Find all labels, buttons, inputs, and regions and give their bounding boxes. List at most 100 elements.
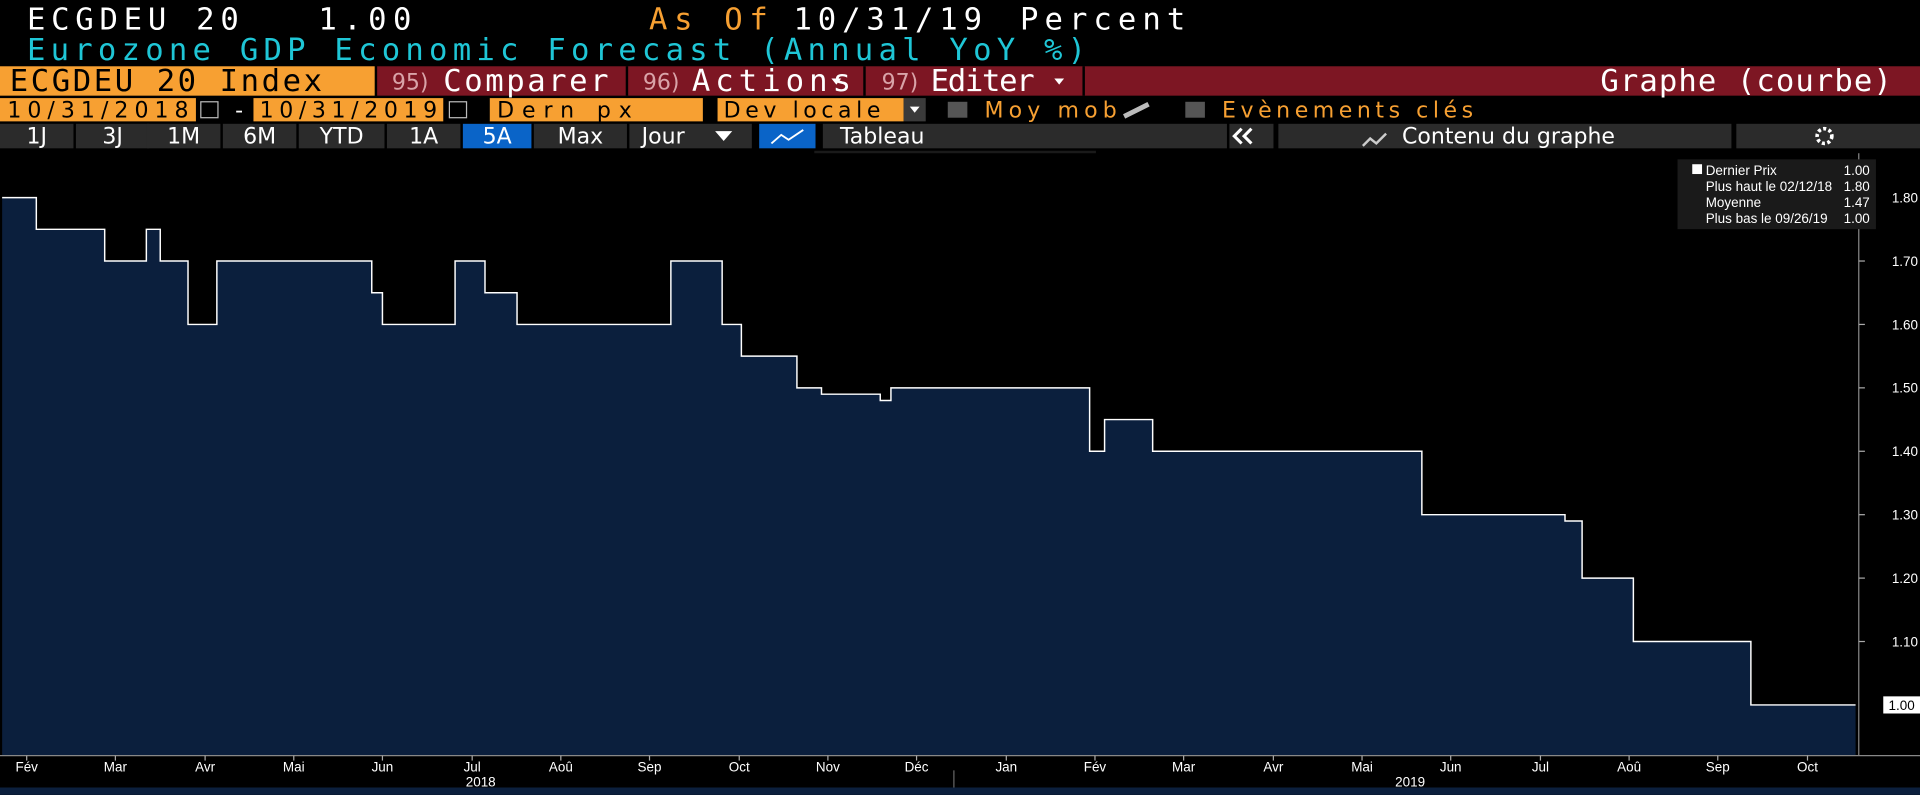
x-tick-label: Mar (1172, 760, 1196, 775)
date-sep: - (235, 99, 243, 124)
period-button[interactable] (462, 123, 532, 149)
dropdown-arrow (831, 78, 842, 85)
y-tick-label: 1.20 (1892, 571, 1918, 586)
x-tick-label: Mai (1351, 760, 1373, 775)
menu-label: Actions (692, 64, 851, 99)
dropdown-arrow (715, 131, 733, 141)
x-tick-label: Sep (1706, 760, 1730, 775)
x-tick-label: Mai (283, 760, 305, 775)
calendar-icon[interactable] (200, 101, 219, 119)
frequency-button[interactable] (629, 123, 752, 149)
x-tick-label: Jul (1532, 760, 1549, 775)
x-tick-label: Jun (1440, 760, 1462, 775)
content-icon (1361, 132, 1387, 147)
collapse-button[interactable] (1229, 123, 1274, 149)
period-button[interactable] (298, 123, 385, 149)
last-price-label: 1.00 (1889, 698, 1915, 713)
period-button[interactable] (386, 123, 461, 149)
period-label: 1M (167, 124, 200, 149)
description: Eurozone GDP Economic Forecast (Annual Y… (27, 33, 1086, 68)
view-mode[interactable]: Graphe (courbe) (1600, 64, 1891, 99)
x-tick-label: Aoû (1617, 760, 1641, 775)
y-tick-label: 1.70 (1892, 254, 1918, 269)
x-tick-label: Oct (729, 760, 750, 775)
separator (1082, 66, 1085, 96)
x-tick-label: Avr (195, 760, 215, 775)
line (2, 196, 1856, 706)
x-tick-label: Nov (816, 760, 840, 775)
y-tick-label: 1.10 (1892, 634, 1918, 649)
menu-item[interactable]: 97) Editer (882, 64, 1065, 99)
x-tick-label: Aoû (549, 760, 573, 775)
y-tick-label: 1.50 (1892, 381, 1918, 396)
gear-icon (1815, 126, 1834, 146)
frequency: Jour (640, 124, 686, 149)
x-tick-label: Avr (1263, 760, 1283, 775)
legend-box (1677, 159, 1876, 230)
y-tick-label: 1.30 (1892, 508, 1918, 523)
y-tick-label: 1.40 (1892, 444, 1918, 459)
chart-icon (770, 129, 804, 145)
period-button[interactable] (533, 123, 627, 149)
unit: Percent (1020, 3, 1185, 38)
last-price-tag (1883, 696, 1920, 714)
settings-button[interactable] (1736, 123, 1920, 149)
legend-value: 1.80 (1844, 179, 1870, 194)
security: ECGDEU 20 Index (10, 64, 322, 99)
chart-type-button[interactable] (759, 123, 816, 149)
legend-value: 1.47 (1844, 195, 1870, 210)
menu-label: Editer (931, 64, 1035, 99)
legend-value: 1.00 (1844, 211, 1870, 226)
period-button[interactable] (75, 123, 150, 149)
content-button[interactable] (1278, 123, 1732, 149)
period-label: 1A (409, 124, 438, 149)
year-label: 2019 (1395, 774, 1425, 789)
menu-num: 97) (882, 71, 919, 96)
field-box[interactable] (489, 98, 703, 122)
pen-icon (1122, 102, 1150, 119)
y-tick-label: 1.80 (1892, 191, 1918, 206)
dropdown-arrow (909, 106, 920, 113)
bottom-strip (0, 787, 1920, 795)
period-button[interactable] (0, 123, 74, 149)
checkbox[interactable] (1185, 101, 1205, 118)
table: Tableau (839, 124, 924, 149)
x-tick-label: Déc (905, 760, 929, 775)
year-label: 2018 (466, 774, 496, 789)
x-tick-label: Jan (995, 760, 1017, 775)
period-button[interactable] (146, 123, 221, 149)
calendar-icon[interactable] (448, 101, 468, 119)
period-label: 6M (243, 124, 276, 149)
y-tick-label: 1.60 (1892, 317, 1918, 332)
area (2, 197, 1856, 756)
x-tick-label: Oct (1797, 760, 1818, 775)
date-box[interactable] (0, 98, 196, 122)
x-tick-label: Fév (15, 760, 38, 775)
dropdown-arrow (1054, 78, 1065, 85)
menu-item[interactable]: 96) Actions (643, 64, 851, 99)
period-button[interactable] (222, 123, 297, 149)
table-button[interactable] (822, 123, 1227, 149)
legend-value: 1.00 (1844, 163, 1870, 178)
legend-label: Dernier Prix (1706, 163, 1777, 178)
period-label: 5A (483, 124, 512, 149)
x-tick-label: Mar (104, 760, 128, 775)
period-label: 3J (102, 124, 123, 149)
security-box[interactable] (0, 66, 375, 96)
menu-num: 95) (392, 71, 429, 96)
checkbox[interactable] (947, 101, 968, 118)
period-label: YTD (319, 124, 364, 149)
date-box[interactable] (253, 98, 444, 122)
x-tick-label: Jun (372, 760, 394, 775)
menu-num: 96) (643, 71, 680, 96)
currency-box[interactable] (717, 98, 904, 122)
legend-swatch (1692, 164, 1703, 175)
menu-bar (377, 66, 1920, 96)
x-tick-label: Sep (638, 760, 662, 775)
x-tick-label: Jul (464, 760, 481, 775)
separator (863, 66, 866, 96)
legend-label: Moyenne (1706, 195, 1761, 210)
collapse-icon (1232, 127, 1253, 145)
legend-label: Plus bas le 09/26/19 (1706, 211, 1828, 226)
